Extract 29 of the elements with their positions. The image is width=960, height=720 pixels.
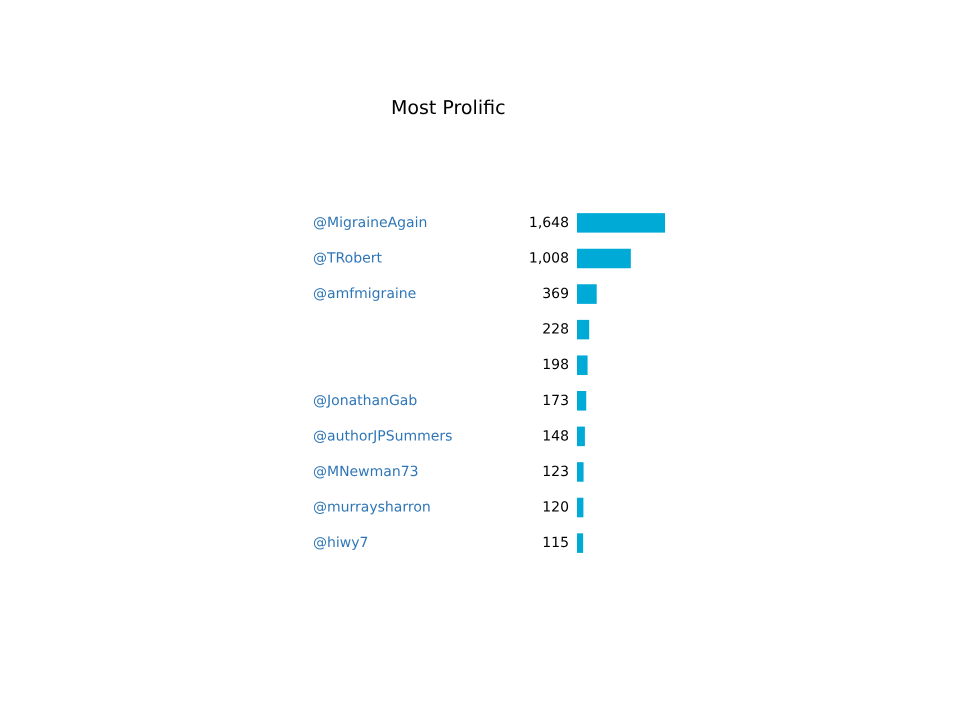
y-tick-label: @MigraineAgain: [313, 214, 428, 231]
data-label: 120: [542, 500, 569, 516]
data-label: 1,008: [528, 250, 569, 266]
bar: [577, 213, 665, 233]
bar: [577, 248, 631, 268]
bar: [577, 284, 597, 304]
bar: [577, 533, 584, 553]
data-label: 115: [542, 535, 569, 552]
data-label: 123: [542, 464, 569, 480]
chart-title: Most Prolific: [391, 97, 506, 119]
bar: [577, 391, 586, 411]
bar: [577, 426, 585, 446]
y-tick-label: @hiwy7: [313, 535, 368, 552]
y-tick-label: @JonathanGab: [313, 392, 418, 409]
y-tick-label: @MNewman73: [313, 464, 419, 480]
data-label: 228: [542, 322, 569, 338]
y-tick-label: @TRobert: [313, 250, 382, 266]
bar: [577, 498, 584, 518]
bar: [577, 320, 590, 340]
y-tick-label: @amfmigraine: [313, 286, 416, 302]
y-tick-label: @murraysharron: [313, 500, 431, 516]
data-label: 369: [542, 286, 569, 302]
data-label: 198: [542, 357, 569, 374]
bar: [577, 462, 584, 482]
data-label: 173: [542, 392, 569, 409]
data-label: 1,648: [528, 214, 569, 231]
bar: [577, 355, 588, 375]
y-tick-label: @authorJPSummers: [313, 428, 452, 444]
data-label: 148: [542, 428, 569, 444]
